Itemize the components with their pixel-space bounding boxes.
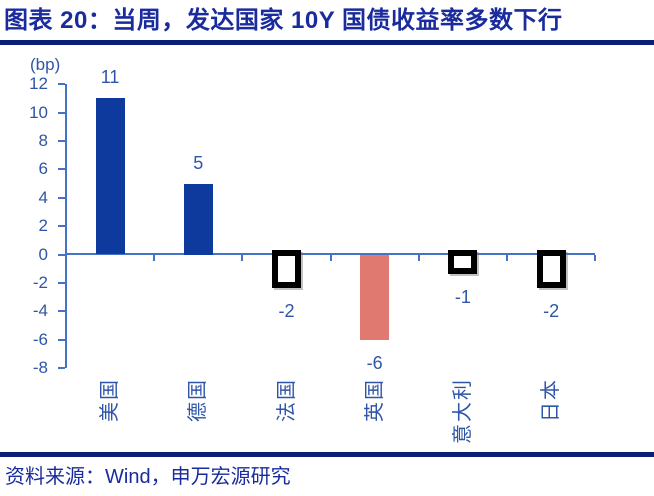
bar-value-label: -2 (543, 300, 560, 321)
y-axis-tick-label: -8 (32, 358, 48, 378)
y-axis-tick (58, 111, 65, 114)
x-category-label: 英国 (363, 378, 386, 422)
x-category-label: 法国 (275, 378, 298, 422)
y-axis-line (64, 84, 67, 369)
footer-rule (0, 452, 654, 457)
y-axis-tick (58, 83, 65, 86)
y-axis-tick (58, 196, 65, 199)
y-axis-tick-label: 2 (38, 216, 48, 236)
x-axis-tick (241, 255, 244, 261)
bar (183, 183, 213, 255)
bar (272, 249, 301, 288)
bar (448, 249, 478, 274)
y-axis-tick (58, 367, 65, 370)
x-axis-tick (594, 255, 597, 261)
y-axis-tick-label: 0 (38, 244, 48, 264)
y-axis-tick (58, 310, 65, 313)
bar (536, 249, 566, 288)
x-axis-line (64, 253, 595, 255)
x-category-label: 日本 (540, 378, 563, 422)
y-axis-unit-label: (bp) (30, 55, 61, 74)
y-axis-tick (58, 168, 65, 171)
source-note: 资料来源：Wind，申万宏源研究 (5, 466, 291, 488)
bar-value-label: -6 (366, 352, 383, 373)
y-axis-tick (58, 253, 65, 256)
figure-title: 图表 20：当周，发达国家 10Y 国债收益率多数下行 (4, 7, 563, 34)
x-axis-tick (153, 255, 156, 261)
y-axis-tick-label: 4 (38, 187, 48, 207)
title-rule (0, 40, 654, 45)
y-axis-tick-label: -4 (32, 301, 48, 321)
y-axis-tick (58, 338, 65, 341)
y-axis-tick (58, 139, 65, 142)
y-axis-tick-label: 8 (38, 130, 48, 150)
x-axis-tick (506, 255, 508, 261)
x-category-label: 德国 (187, 378, 210, 422)
y-axis-tick (58, 225, 65, 228)
x-category-label: 美国 (99, 378, 122, 422)
x-axis-tick (65, 255, 67, 261)
bond-yield-bar-chart: (bp) 12 10 8 6 4 2 0 -2 -4 -6 -8 11 美国 5 德国 -2 法国 -6 英国 -1 意… (29, 55, 597, 444)
bar-value-label: -1 (454, 286, 471, 307)
bar-value-label: 5 (193, 152, 204, 173)
x-axis-tick (329, 255, 332, 261)
x-category-label: 意大利 (451, 378, 474, 444)
y-axis-tick-label: -2 (32, 272, 48, 292)
y-axis-tick-label: 6 (38, 159, 48, 179)
y-axis-tick-label: 10 (29, 102, 48, 122)
y-axis-tick-label: 12 (29, 74, 48, 94)
y-axis-tick-label: -6 (32, 329, 48, 349)
bar-value-label: -2 (278, 300, 295, 321)
x-axis-tick (417, 255, 420, 261)
y-axis-tick (58, 281, 65, 284)
bar (95, 98, 125, 255)
bar (360, 254, 390, 340)
bar-value-label: 11 (100, 67, 120, 88)
